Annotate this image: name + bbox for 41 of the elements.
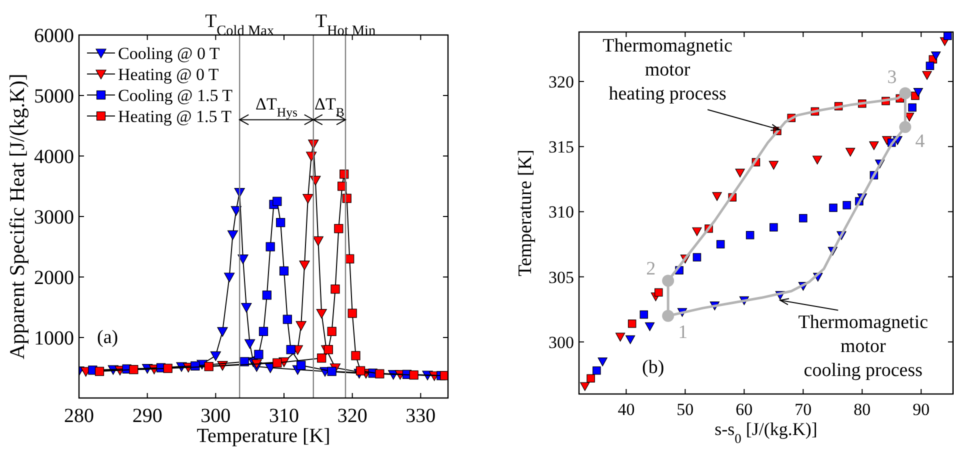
y-tick-label: 1000 [34,328,74,350]
annotation: (b) [642,357,664,378]
legend-label: Cooling @ 1.5 T [118,86,234,105]
y-tick-label: 315 [548,138,574,157]
x-tick-label: 300 [200,405,231,427]
y-tick-label: 320 [548,72,574,92]
legend-label: Cooling @ 0 T [118,44,220,63]
annotation: ΔT$_{B}$ [314,94,344,120]
annotation: Thermomagnetic motor cooling process [798,312,928,382]
x-axis-title: s-s$_{0}$ [J/(kg.K)] [714,419,818,446]
annotation: 4 [915,131,926,152]
y-axis-title: Apparent Specific Heat [J/(kg.K)] [5,74,29,360]
annotation: 3 [887,67,897,88]
x-tick-label: 90 [912,400,930,419]
x-tick-label: 80 [854,400,871,419]
legend-label: Heating @ 0 T [118,65,220,84]
y-axis-title: Temperature [K] [515,150,536,276]
x-tick-label: 50 [676,400,694,419]
x-tick-label: 320 [337,405,368,427]
annotation: ΔT$_{Hys}$ [256,94,298,120]
annotation: Thermomagnetic motor heating process [602,36,732,105]
x-tick-label: 290 [132,405,162,427]
y-tick-label: 3000 [34,206,74,228]
annotation: 1 [678,322,688,343]
y-tick-label: 300 [548,332,574,352]
x-tick-label: 70 [794,400,812,419]
legend-label: Heating @ 1.5 T [118,107,232,126]
y-tick-label: 2000 [34,267,74,289]
y-tick-label: 4000 [34,146,74,168]
y-tick-label: 5000 [34,86,74,108]
x-tick-label: 60 [736,400,753,419]
y-tick-label: 305 [548,268,574,287]
x-tick-label: 310 [269,405,299,427]
y-tick-label: 310 [548,202,574,222]
x-tick-label: 40 [618,400,635,419]
x-axis-title: Temperature [K] [196,425,330,447]
x-tick-label: 280 [64,405,94,427]
x-tick-label: 330 [406,405,436,427]
annotation: (a) [97,327,118,348]
y-tick-label: 6000 [34,25,74,47]
annotation: 2 [646,258,656,280]
